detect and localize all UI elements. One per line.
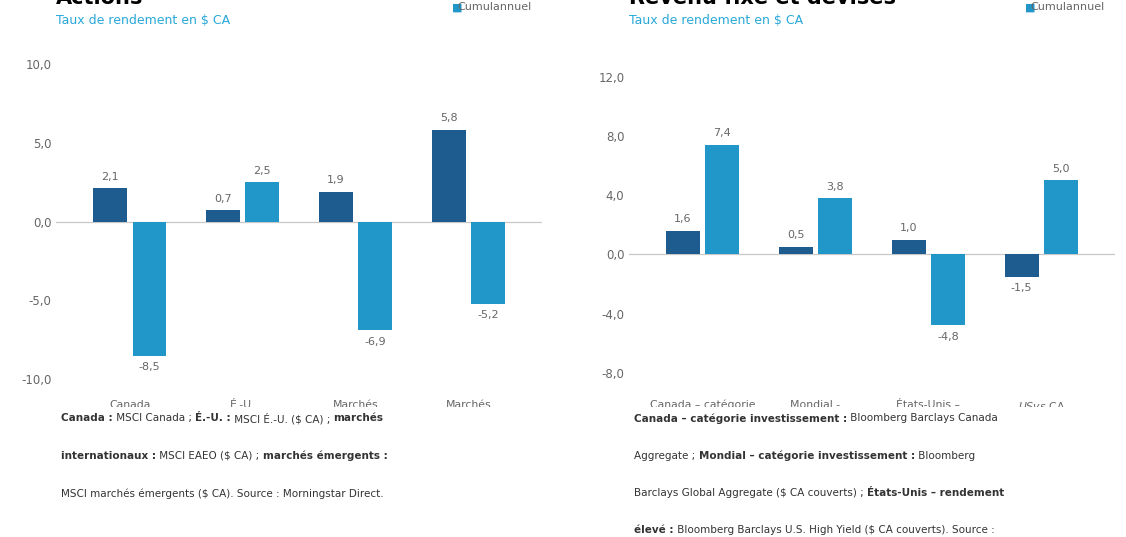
- Text: Aggregate ;: Aggregate ;: [634, 451, 698, 461]
- Bar: [819, 198, 852, 255]
- Text: É.-U. :: É.-U. :: [195, 413, 231, 424]
- Bar: [931, 255, 965, 325]
- Bar: [1044, 180, 1078, 255]
- Bar: [1004, 255, 1038, 277]
- Text: -6,9: -6,9: [365, 337, 386, 347]
- Text: 2,5: 2,5: [253, 165, 271, 176]
- Text: -4,8: -4,8: [937, 332, 959, 342]
- Text: Barclays Global Aggregate ($ CA couverts) ;: Barclays Global Aggregate ($ CA couverts…: [634, 488, 867, 498]
- Text: 1,0: 1,0: [900, 223, 918, 233]
- Text: -8,5: -8,5: [138, 362, 160, 372]
- Text: Mondial – catégorie investissement :: Mondial – catégorie investissement :: [698, 451, 914, 461]
- Text: Cumulannuel: Cumulannuel: [457, 2, 531, 12]
- Text: Canada – catégorie investissement :: Canada – catégorie investissement :: [634, 413, 847, 424]
- Text: marchés émergents :: marchés émergents :: [262, 451, 387, 461]
- Text: Canada :: Canada :: [61, 413, 113, 424]
- Text: ■: ■: [452, 2, 463, 12]
- Bar: [245, 182, 279, 222]
- Text: Actions: Actions: [56, 0, 144, 8]
- Text: Revenu fixe et devises: Revenu fixe et devises: [629, 0, 896, 8]
- Text: MSCI EAEO ($ CA) ;: MSCI EAEO ($ CA) ;: [157, 451, 262, 461]
- Text: 5,8: 5,8: [440, 113, 457, 124]
- Text: Cumulannuel: Cumulannuel: [1030, 2, 1105, 12]
- Bar: [779, 247, 813, 255]
- Text: MSCI marchés émergents ($ CA). Source : Morningstar Direct.: MSCI marchés émergents ($ CA). Source : …: [61, 488, 384, 498]
- Bar: [892, 240, 926, 255]
- Bar: [133, 222, 167, 355]
- Text: -1,5: -1,5: [1011, 283, 1033, 293]
- Text: MSCI É.-U. ($ CA) ;: MSCI É.-U. ($ CA) ;: [231, 413, 333, 425]
- Text: -5,2: -5,2: [477, 310, 499, 320]
- Text: Bloomberg Barclays U.S. High Yield ($ CA couverts). Source :: Bloomberg Barclays U.S. High Yield ($ CA…: [673, 525, 994, 535]
- Text: Bloomberg Barclays Canada: Bloomberg Barclays Canada: [847, 413, 998, 424]
- Text: MSCI Canada ;: MSCI Canada ;: [113, 413, 195, 424]
- Text: 5,0: 5,0: [1053, 164, 1070, 174]
- Text: 2,1: 2,1: [101, 172, 118, 182]
- Bar: [705, 145, 740, 255]
- Text: 0,5: 0,5: [787, 230, 804, 241]
- Text: Bloomberg: Bloomberg: [914, 451, 975, 461]
- Text: 1,9: 1,9: [327, 175, 345, 185]
- Text: Taux de rendement en $ CA: Taux de rendement en $ CA: [56, 14, 231, 27]
- Bar: [358, 222, 392, 330]
- Bar: [472, 222, 506, 303]
- Text: élevé :: élevé :: [634, 525, 673, 535]
- Text: internationaux :: internationaux :: [61, 451, 157, 461]
- Text: États-Unis – rendement: États-Unis – rendement: [867, 488, 1004, 498]
- Text: ■: ■: [1025, 2, 1035, 12]
- Bar: [93, 188, 127, 222]
- Bar: [665, 231, 699, 255]
- Text: Taux de rendement en $ CA: Taux de rendement en $ CA: [629, 14, 803, 27]
- Text: 7,4: 7,4: [714, 128, 731, 138]
- Text: 1,6: 1,6: [674, 214, 691, 224]
- Text: marchés: marchés: [333, 413, 383, 424]
- Text: 0,7: 0,7: [214, 194, 232, 204]
- Bar: [431, 130, 466, 222]
- Bar: [206, 211, 240, 222]
- Bar: [319, 192, 352, 222]
- Text: 3,8: 3,8: [826, 182, 844, 192]
